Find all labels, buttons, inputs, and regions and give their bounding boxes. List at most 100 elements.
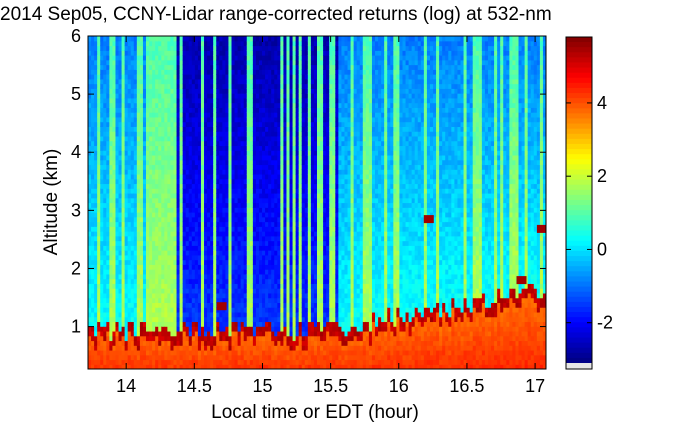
heatmap-cell xyxy=(127,364,132,369)
heatmap-cell xyxy=(246,97,251,104)
heatmap-cell xyxy=(191,231,196,237)
heatmap-cell xyxy=(127,283,132,289)
heatmap-cell xyxy=(255,278,260,284)
heatmap-cell xyxy=(262,40,266,47)
heatmap-cell xyxy=(130,221,135,227)
heatmap-cell xyxy=(152,173,156,180)
heatmap-cell xyxy=(191,335,196,342)
heatmap-cell xyxy=(304,269,309,275)
heatmap-cell xyxy=(255,69,260,75)
heatmap-cell xyxy=(197,326,202,332)
heatmap-cell xyxy=(130,226,135,232)
heatmap-cell xyxy=(255,183,260,189)
heatmap-cell xyxy=(136,116,141,123)
heatmap-cell xyxy=(164,278,168,284)
heatmap-cell xyxy=(274,55,278,61)
heatmap-cell xyxy=(255,88,260,94)
heatmap-cell xyxy=(295,316,300,323)
heatmap-cell xyxy=(161,326,165,332)
heatmap-cell xyxy=(161,259,165,265)
heatmap-cell xyxy=(249,292,254,299)
heatmap-cell xyxy=(249,273,254,280)
heatmap-cell xyxy=(225,216,230,223)
heatmap-cell xyxy=(191,78,196,85)
heatmap-cell xyxy=(161,330,165,337)
heatmap-cell xyxy=(298,64,303,70)
heatmap-cell xyxy=(94,178,98,185)
heatmap-cell xyxy=(262,240,266,246)
heatmap-cell xyxy=(112,207,117,213)
heatmap-cell xyxy=(88,154,92,161)
heatmap-cell xyxy=(200,40,205,47)
heatmap-cell xyxy=(170,188,175,194)
heatmap-cell xyxy=(164,231,168,237)
heatmap-cell xyxy=(210,264,214,270)
heatmap-cell xyxy=(149,40,153,47)
heatmap-cell xyxy=(283,64,288,70)
heatmap-cell xyxy=(149,288,153,294)
heatmap-cell xyxy=(237,45,242,51)
heatmap-cell xyxy=(213,245,217,251)
heatmap-cell xyxy=(243,183,248,189)
heatmap-cell xyxy=(207,159,211,166)
heatmap-cell xyxy=(228,45,233,51)
heatmap-cell xyxy=(210,221,214,227)
heatmap-cell xyxy=(115,93,120,99)
heatmap-cell xyxy=(280,169,285,175)
heatmap-cell xyxy=(191,74,196,80)
heatmap-cell xyxy=(115,292,120,299)
heatmap-cell xyxy=(246,364,251,369)
heatmap-cell xyxy=(289,154,294,161)
heatmap-cell xyxy=(182,59,187,66)
heatmap-cell xyxy=(127,64,132,70)
heatmap-cell xyxy=(103,74,107,80)
heatmap-cell xyxy=(240,226,245,232)
heatmap-cell xyxy=(243,349,248,356)
heatmap-cell xyxy=(213,359,217,365)
heatmap-cell xyxy=(280,126,285,132)
heatmap-cell xyxy=(262,354,266,361)
heatmap-cell xyxy=(262,173,266,180)
heatmap-cell xyxy=(292,288,297,294)
heatmap-cell xyxy=(115,283,120,289)
heatmap-cell xyxy=(155,126,159,132)
heatmap-cell xyxy=(240,36,245,42)
heatmap-cell xyxy=(298,154,303,161)
heatmap-cell xyxy=(197,97,202,104)
heatmap-cell xyxy=(258,192,263,199)
heatmap-cell xyxy=(255,126,260,132)
heatmap-cell xyxy=(97,245,101,251)
heatmap-cell xyxy=(130,216,135,223)
heatmap-cell xyxy=(188,78,193,85)
heatmap-cell xyxy=(265,245,269,251)
heatmap-cell xyxy=(170,131,175,137)
heatmap-cell xyxy=(228,259,233,265)
heatmap-cell xyxy=(115,69,120,75)
heatmap-cell xyxy=(262,297,266,303)
heatmap-cell xyxy=(268,326,272,332)
heatmap-cell xyxy=(103,226,107,232)
heatmap-cell xyxy=(124,135,129,142)
heatmap-cell xyxy=(188,273,193,280)
heatmap-cell xyxy=(280,55,285,61)
heatmap-cell xyxy=(94,169,98,175)
heatmap-cell xyxy=(133,240,138,246)
heatmap-cell xyxy=(185,83,190,89)
heatmap-cell xyxy=(283,188,288,194)
heatmap-cell xyxy=(118,112,123,118)
heatmap-cell xyxy=(274,131,278,137)
heatmap-cell xyxy=(228,74,233,80)
heatmap-cell xyxy=(207,107,211,113)
heatmap-cell xyxy=(158,235,162,242)
heatmap-cell xyxy=(118,192,123,199)
heatmap-cell xyxy=(91,212,95,218)
heatmap-cell xyxy=(176,216,181,223)
heatmap-cell xyxy=(191,221,196,227)
heatmap-cell xyxy=(155,188,159,194)
heatmap-cell xyxy=(210,278,214,284)
heatmap-cell xyxy=(91,83,95,89)
heatmap-cell xyxy=(222,278,226,284)
heatmap-cell xyxy=(127,278,132,284)
heatmap-cell xyxy=(298,307,303,313)
heatmap-cell xyxy=(106,97,110,104)
